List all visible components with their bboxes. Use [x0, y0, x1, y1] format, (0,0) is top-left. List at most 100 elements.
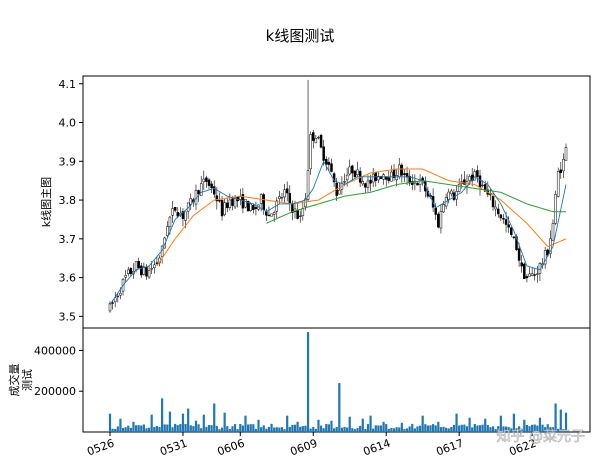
- volume-bar: [327, 424, 330, 432]
- volume-bar: [233, 424, 237, 432]
- candle-body: [327, 161, 331, 165]
- volume-bar: [273, 427, 276, 432]
- candle-body: [116, 295, 120, 298]
- volume-y-tick-label: 400000: [34, 344, 76, 357]
- volume-bars: [108, 332, 568, 432]
- candle-body: [301, 208, 305, 217]
- volume-bar: [319, 425, 323, 432]
- main-y-axis-label: k线图主图: [39, 177, 53, 227]
- volume-bar: [176, 425, 179, 432]
- volume-bar: [299, 426, 302, 432]
- candle-body: [254, 207, 258, 209]
- candle-body: [371, 173, 375, 183]
- volume-bar: [223, 412, 226, 432]
- volume-bar: [520, 428, 523, 432]
- volume-bar: [153, 427, 156, 432]
- volume-bar: [330, 420, 333, 432]
- volume-bar: [129, 427, 132, 432]
- volume-bar: [312, 427, 315, 432]
- volume-bar: [332, 428, 336, 432]
- candle-body: [314, 138, 318, 144]
- x-tick-label: 0606: [216, 437, 247, 459]
- volume-bar: [348, 416, 351, 432]
- candle-body: [510, 227, 513, 236]
- candle-body: [218, 200, 221, 202]
- volume-bar: [171, 427, 174, 432]
- volume-bar: [309, 428, 312, 432]
- candle-body: [199, 183, 203, 196]
- volume-bar: [377, 425, 380, 432]
- candle-body: [536, 273, 539, 275]
- candle-body: [530, 273, 534, 276]
- candle-body: [512, 236, 516, 238]
- volume-bar: [343, 426, 346, 432]
- candle-body: [504, 219, 508, 225]
- candle-body: [153, 264, 156, 269]
- volume-bar: [210, 425, 213, 432]
- candle-body: [330, 163, 333, 172]
- candle-body: [556, 171, 560, 197]
- volume-bar: [314, 429, 317, 432]
- candle-body: [272, 212, 276, 215]
- volume-bar: [325, 423, 328, 432]
- volume-bar: [132, 421, 135, 432]
- volume-bar: [463, 424, 466, 432]
- volume-bar: [220, 427, 224, 432]
- volume-bar: [528, 426, 531, 432]
- volume-bar: [471, 427, 474, 432]
- candle-body: [311, 132, 315, 141]
- volume-bar: [398, 427, 401, 432]
- candle-body: [325, 159, 328, 165]
- candle-body: [351, 165, 354, 174]
- candle-body: [176, 212, 179, 217]
- volume-bar: [207, 425, 211, 432]
- main-y-axis: 3.5 3.6 3.7 3.8 3.9 4.0 4.1: [59, 78, 83, 323]
- volume-bar: [296, 421, 299, 432]
- volume-panel: 200000 400000 成交量 测试: [7, 327, 591, 433]
- ma-mid-line: [266, 180, 566, 224]
- candle-body: [442, 204, 445, 213]
- volume-bar: [257, 419, 260, 432]
- volume-bar: [283, 429, 286, 432]
- candle-body: [507, 224, 510, 228]
- candle-body: [184, 211, 187, 221]
- candle-body: [249, 203, 252, 211]
- candle-body: [283, 189, 286, 198]
- volume-bar: [304, 425, 307, 432]
- volume-bar: [150, 414, 153, 432]
- volume-bar: [455, 413, 458, 432]
- volume-bar: [134, 425, 138, 432]
- volume-bar: [531, 424, 534, 432]
- main-plot-frame: [82, 75, 591, 329]
- volume-bar: [385, 424, 388, 432]
- main-y-tick-label: 4.0: [59, 117, 77, 130]
- candle-body: [140, 265, 143, 276]
- candle-body: [434, 207, 437, 215]
- candle-body: [298, 215, 302, 218]
- volume-plot-frame: [82, 327, 591, 433]
- candle-body: [228, 199, 232, 208]
- candle-body: [317, 137, 320, 139]
- volume-bar: [189, 425, 192, 432]
- volume-bar: [306, 332, 310, 432]
- volume-bar: [116, 426, 119, 432]
- candle-body: [499, 214, 503, 219]
- volume-bar: [392, 428, 396, 432]
- candle-body: [129, 268, 133, 274]
- candle-body: [387, 177, 391, 182]
- volume-bar: [239, 424, 242, 432]
- candle-body: [554, 194, 557, 224]
- volume-bar: [226, 426, 229, 432]
- volume-bar: [564, 412, 568, 432]
- candle-body: [353, 170, 357, 178]
- volume-bar: [181, 413, 185, 432]
- volume-bar: [179, 424, 182, 432]
- volume-bar: [241, 425, 244, 432]
- main-y-tick-label: 3.9: [59, 155, 77, 168]
- volume-bar: [562, 429, 565, 432]
- volume-bar: [504, 426, 508, 432]
- volume-bar: [166, 424, 169, 432]
- volume-bar: [544, 427, 547, 432]
- volume-bar: [489, 427, 492, 432]
